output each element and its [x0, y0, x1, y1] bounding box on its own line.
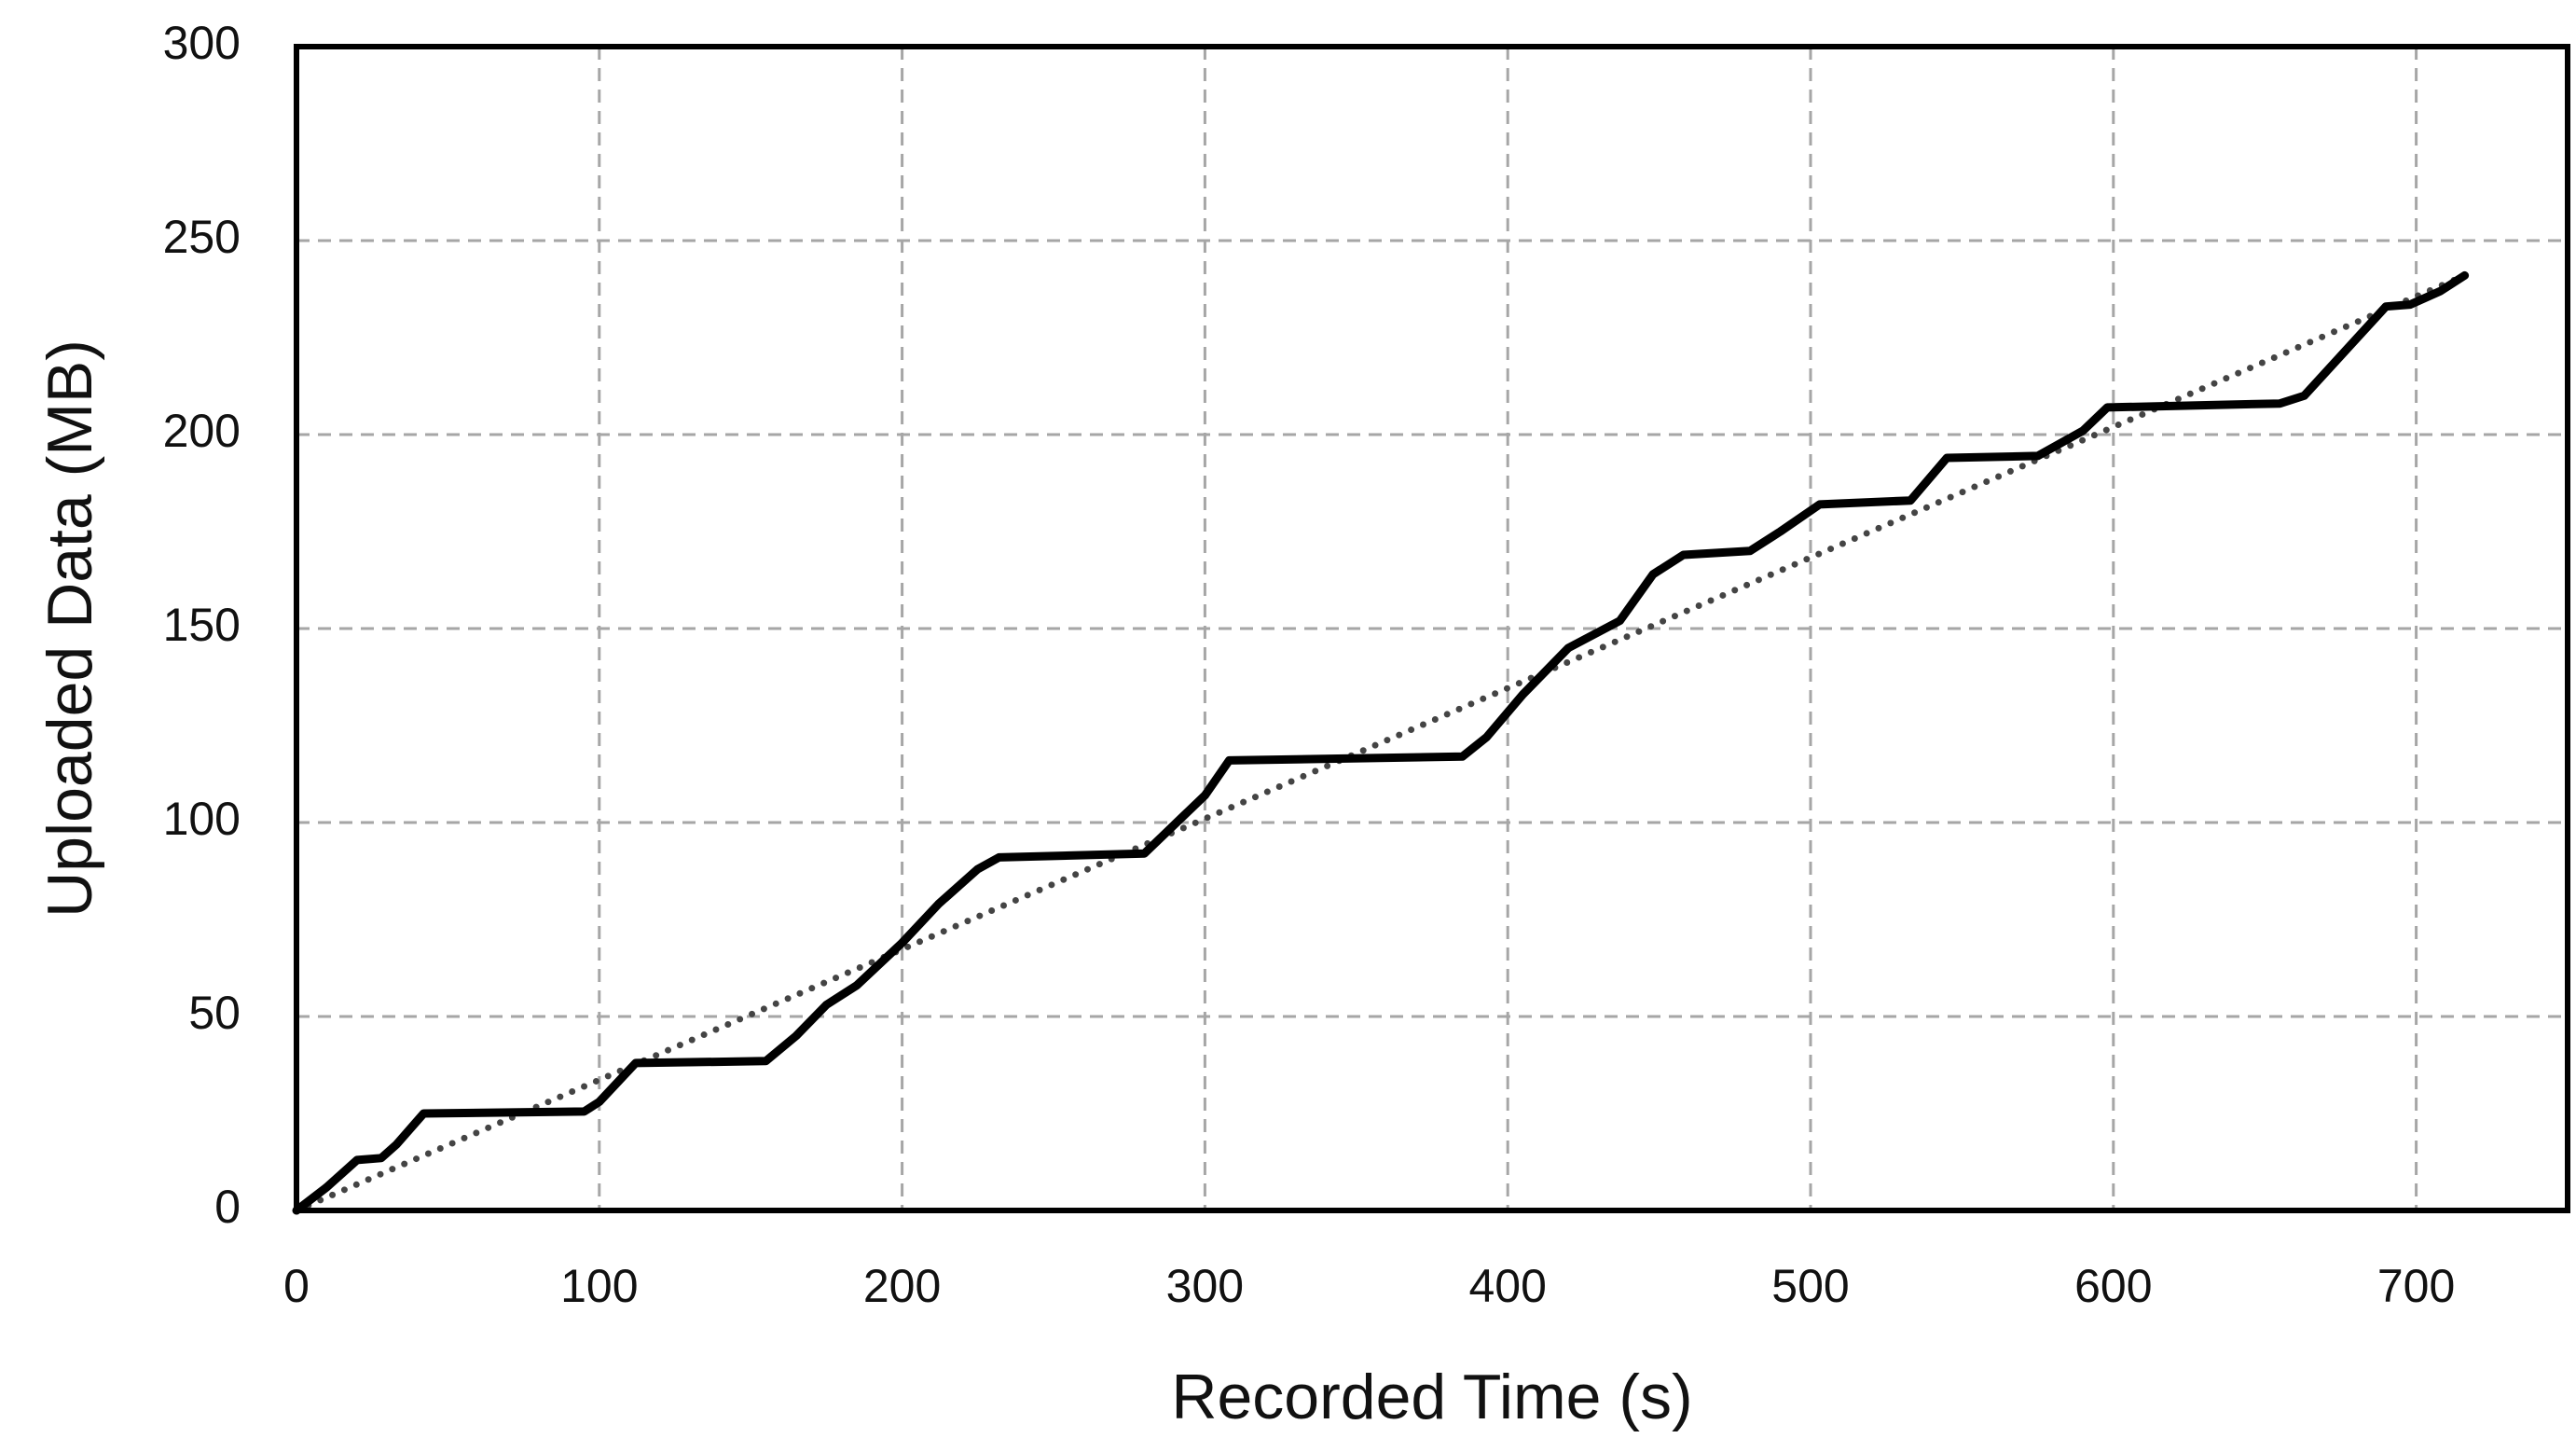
y-axis-title: Uploaded Data (MB) — [34, 339, 105, 918]
x-tick-label: 300 — [1166, 1260, 1244, 1312]
x-tick-label: 500 — [1771, 1260, 1849, 1312]
y-tick-label: 50 — [188, 987, 241, 1039]
y-tick-label: 100 — [163, 793, 241, 845]
x-tick-label: 400 — [1468, 1260, 1546, 1312]
plot-frame — [294, 44, 2570, 1213]
x-axis-title: Recorded Time (s) — [1171, 1362, 1692, 1432]
x-tick-label: 200 — [863, 1260, 941, 1312]
y-tick-label: 150 — [163, 599, 241, 651]
y-tick-label: 250 — [163, 211, 241, 263]
x-tick-label: 100 — [560, 1260, 638, 1312]
y-tick-label: 0 — [214, 1181, 241, 1233]
x-tick-label: 600 — [2074, 1260, 2152, 1312]
series-line — [293, 271, 2469, 1214]
y-tick-label: 300 — [163, 17, 241, 69]
y-tick-label: 200 — [163, 405, 241, 457]
x-tick-label: 0 — [283, 1260, 310, 1312]
x-tick-label: 700 — [2377, 1260, 2455, 1312]
series-line — [292, 270, 2470, 1215]
